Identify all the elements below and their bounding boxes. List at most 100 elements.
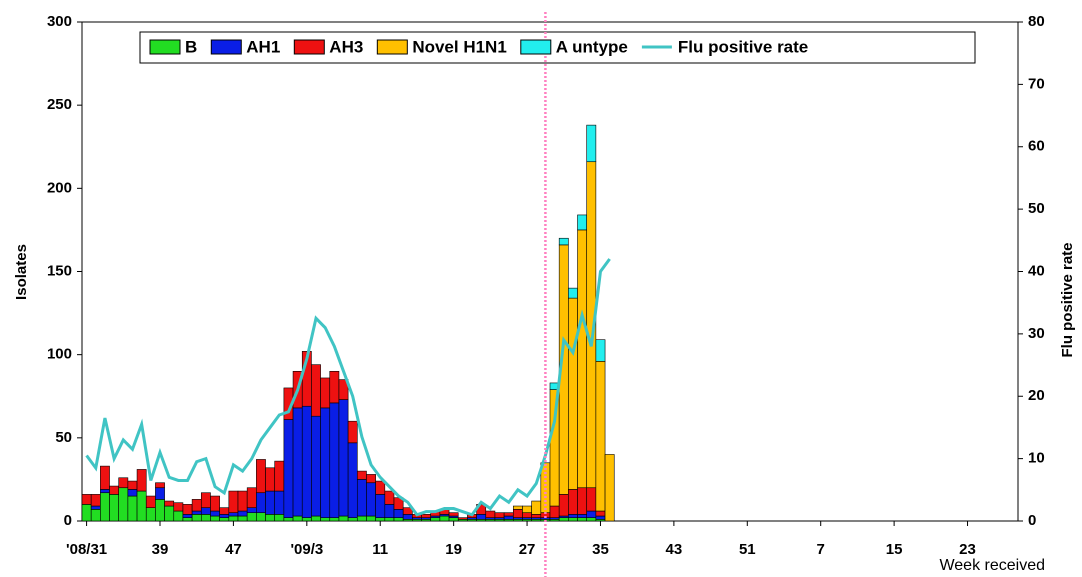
bar: [81, 494, 92, 505]
bar: [558, 237, 569, 246]
bar: [586, 517, 597, 522]
bar: [246, 507, 257, 513]
bar: [503, 512, 514, 517]
y2-tick-label: 70: [1028, 75, 1045, 92]
bar: [568, 287, 578, 299]
bar: [329, 517, 340, 522]
bar: [329, 402, 340, 518]
bar: [393, 509, 404, 518]
bar: [347, 420, 358, 444]
bar: [200, 492, 211, 508]
y2-tick-label: 0: [1028, 512, 1036, 529]
bar: [228, 515, 239, 522]
x-tick-label: 39: [152, 541, 169, 558]
bar: [384, 490, 395, 505]
bar: [118, 487, 129, 522]
bar: [338, 379, 349, 400]
y-tick-label: 0: [64, 512, 72, 529]
bar: [100, 492, 110, 522]
x-tick-label: 19: [445, 541, 462, 558]
x-tick-label: 15: [886, 541, 903, 558]
bar: [191, 499, 202, 512]
bar: [265, 467, 276, 492]
y-tick-label: 100: [47, 346, 72, 363]
bar: [155, 482, 165, 489]
legend-label: B: [185, 37, 197, 56]
y2-tick-label: 60: [1028, 138, 1045, 155]
y-tick-label: 50: [55, 429, 72, 446]
legend-swatch: [293, 39, 325, 55]
bar: [155, 499, 165, 522]
bar: [356, 515, 367, 522]
bar: [283, 419, 294, 518]
bar: [320, 377, 331, 409]
bar: [191, 514, 202, 522]
bar: [421, 514, 432, 518]
legend-swatch: [149, 39, 181, 55]
bar: [338, 515, 349, 522]
bar: [595, 361, 606, 512]
y-tick-label: 250: [47, 96, 72, 113]
bar: [182, 514, 193, 518]
bar: [265, 490, 276, 515]
bar: [577, 514, 588, 518]
bar: [595, 515, 606, 520]
legend-label: A untype: [556, 37, 628, 56]
bar: [145, 507, 156, 522]
bar: [136, 469, 147, 492]
bar: [558, 517, 569, 522]
bar: [375, 517, 386, 522]
bar: [301, 405, 312, 518]
bar: [182, 517, 193, 522]
bar: [274, 490, 285, 515]
bar: [448, 512, 459, 517]
bar: [90, 494, 101, 507]
bar: [200, 507, 211, 515]
bar: [118, 477, 129, 489]
bar: [366, 474, 376, 484]
bar: [595, 339, 606, 362]
legend-swatch: [210, 39, 242, 55]
x-axis-title: Week received: [939, 557, 1045, 574]
bar: [558, 494, 569, 517]
y2-tick-label: 40: [1028, 262, 1045, 279]
bar: [182, 504, 193, 515]
y2-tick-label: 20: [1028, 387, 1045, 404]
bar: [586, 510, 597, 518]
x-tick-label: '09/3: [290, 541, 323, 558]
bar: [549, 389, 560, 507]
bar: [595, 510, 606, 517]
x-tick-label: 27: [519, 541, 536, 558]
bar: [347, 442, 358, 518]
bar: [210, 510, 220, 517]
bar: [173, 502, 184, 512]
x-tick-label: 11: [372, 541, 388, 558]
y2-tick-label: 30: [1028, 325, 1045, 342]
legend-swatch: [520, 39, 552, 55]
legend-swatch: [376, 39, 408, 55]
bar: [476, 514, 487, 520]
bar: [136, 490, 147, 522]
bar: [320, 517, 331, 522]
bar: [485, 510, 496, 518]
bar: [127, 489, 138, 497]
bar: [228, 512, 239, 517]
bar: [512, 505, 523, 510]
bar: [311, 515, 321, 522]
bar: [256, 459, 266, 494]
x-tick-label: 7: [817, 541, 825, 558]
y2-tick-label: 10: [1028, 450, 1045, 467]
bar: [274, 514, 285, 522]
bar: [329, 370, 340, 404]
bar: [145, 495, 156, 508]
bar: [439, 515, 450, 522]
bar: [577, 517, 588, 522]
bar: [164, 500, 175, 507]
bar: [384, 517, 395, 522]
bar: [586, 487, 597, 512]
y-axis-title: Isolates: [13, 244, 30, 300]
bar: [347, 517, 358, 522]
bar: [237, 510, 248, 517]
y2-tick-label: 80: [1028, 13, 1045, 30]
bar: [81, 504, 92, 522]
